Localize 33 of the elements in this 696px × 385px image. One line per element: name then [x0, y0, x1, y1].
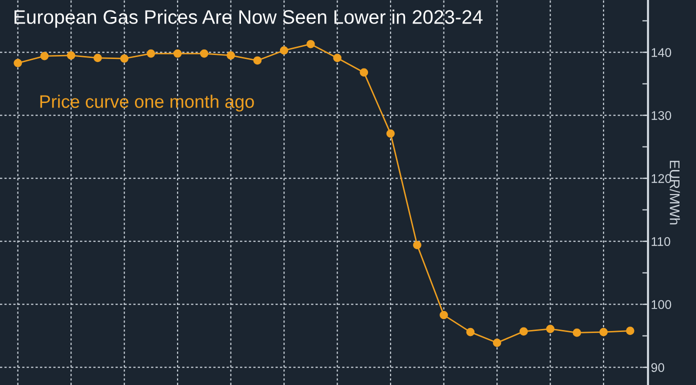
point [146, 49, 156, 58]
point [14, 58, 22, 68]
point [333, 54, 342, 62]
point [599, 328, 608, 336]
y-tick-label: 120 [652, 174, 672, 183]
point [413, 240, 422, 250]
y-tick-label: 110 [652, 237, 670, 246]
y-tick-label: 130 [652, 111, 672, 120]
point [386, 129, 395, 138]
point [306, 40, 315, 48]
point [546, 324, 554, 334]
point [360, 68, 368, 77]
y-tick-label: 90 [651, 363, 664, 372]
y-axis-title: EUR/MWh [670, 160, 680, 224]
point [572, 328, 582, 337]
point [253, 56, 262, 65]
point [520, 327, 528, 336]
point [440, 310, 448, 320]
point [466, 328, 475, 336]
chart-title: European Gas Prices Are Now Seen Lower in 2023-24 [14, 10, 483, 28]
point [94, 54, 102, 62]
series-label: Price curve one month ago [40, 94, 254, 112]
point [280, 46, 288, 55]
point [173, 49, 182, 58]
point [40, 52, 49, 60]
point [626, 326, 634, 335]
y-tick-label: 140 [652, 48, 672, 57]
y-tick-label: 100 [652, 300, 672, 309]
point [492, 338, 502, 347]
point [66, 51, 76, 60]
point [200, 49, 208, 58]
point [226, 51, 235, 60]
point [120, 54, 128, 63]
